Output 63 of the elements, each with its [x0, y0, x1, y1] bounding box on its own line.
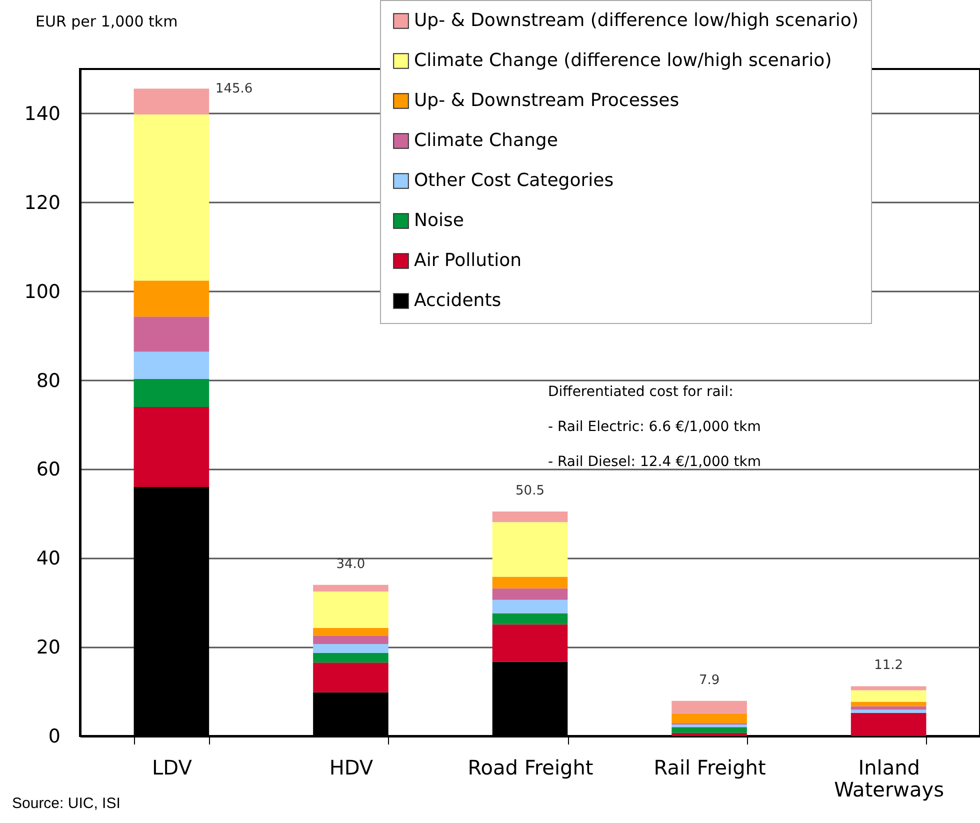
y-tick-label: 100: [24, 280, 60, 303]
annotation: Differentiated cost for rail:: [548, 384, 734, 400]
source-note: Source: UIC, ISI: [12, 795, 120, 812]
x-tick-label: Road Freight: [468, 756, 594, 780]
bar: [672, 700, 747, 714]
bar: [850, 690, 926, 702]
bar: [672, 727, 747, 733]
y-tick-label: 140: [24, 102, 60, 125]
bar: [313, 652, 388, 663]
bar: [850, 710, 926, 713]
bar: [850, 712, 926, 736]
legend-label: Up- & Downstream (difference low/high scenario): [414, 10, 858, 31]
bar: [850, 702, 926, 706]
x-tick-label: HDV: [329, 756, 374, 780]
bar: [492, 613, 568, 624]
bar: [134, 280, 210, 317]
total-label: 11.2: [874, 658, 904, 674]
bar: [672, 732, 747, 736]
bar: [313, 628, 388, 636]
legend-label: Accidents: [414, 290, 502, 311]
total-label: 7.9: [698, 672, 720, 688]
bar: [492, 576, 568, 588]
annotation: - Rail Diesel: 12.4 €/1,000 tkm: [548, 454, 761, 470]
y-tick-label: 120: [24, 192, 60, 214]
bar: [492, 600, 568, 614]
bar: [134, 88, 210, 114]
bar: [850, 706, 926, 710]
total-label: 145.6: [215, 82, 253, 97]
y-tick-label: 40: [36, 548, 60, 570]
legend-label: Up- & Downstream Processes: [414, 90, 680, 111]
annotation: - Rail Electric: 6.6 €/1,000 tkm: [548, 419, 761, 435]
bar: [672, 724, 747, 728]
bar: [134, 352, 210, 379]
bar: [850, 686, 926, 690]
x-tick-label: LDV: [152, 756, 192, 780]
legend-label: Climate Change: [414, 130, 558, 151]
bar: [134, 406, 210, 487]
bar: [313, 584, 388, 592]
x-tick-label: Rail Freight: [654, 756, 766, 780]
legend-label: Noise: [414, 210, 464, 231]
bar: [313, 662, 388, 692]
bar: [492, 522, 568, 577]
total-label: 34.0: [336, 556, 366, 572]
bar: [134, 316, 210, 352]
y-tick-label: 20: [36, 636, 60, 659]
legend-label: Other Cost Categories: [414, 170, 614, 191]
legend-label: Air Pollution: [414, 250, 522, 271]
y-tick-label: 60: [36, 458, 60, 481]
total-label: 50.5: [516, 483, 544, 498]
bar: [492, 511, 568, 522]
bar: [313, 636, 388, 644]
legend-label: Climate Change (difference low/high scenario): [414, 50, 832, 71]
bar: [492, 624, 568, 662]
y-axis-title: EUR per 1,000 tkm: [36, 12, 178, 30]
bar: [313, 591, 388, 628]
x-tick-label: Inland Waterways: [834, 756, 944, 802]
bar: [313, 644, 388, 653]
bar: [672, 713, 747, 724]
bar: [134, 378, 210, 407]
bar: [134, 114, 210, 281]
y-tick-label: 80: [36, 370, 60, 392]
y-tick-label: 0: [48, 726, 60, 748]
bar: [492, 588, 568, 600]
